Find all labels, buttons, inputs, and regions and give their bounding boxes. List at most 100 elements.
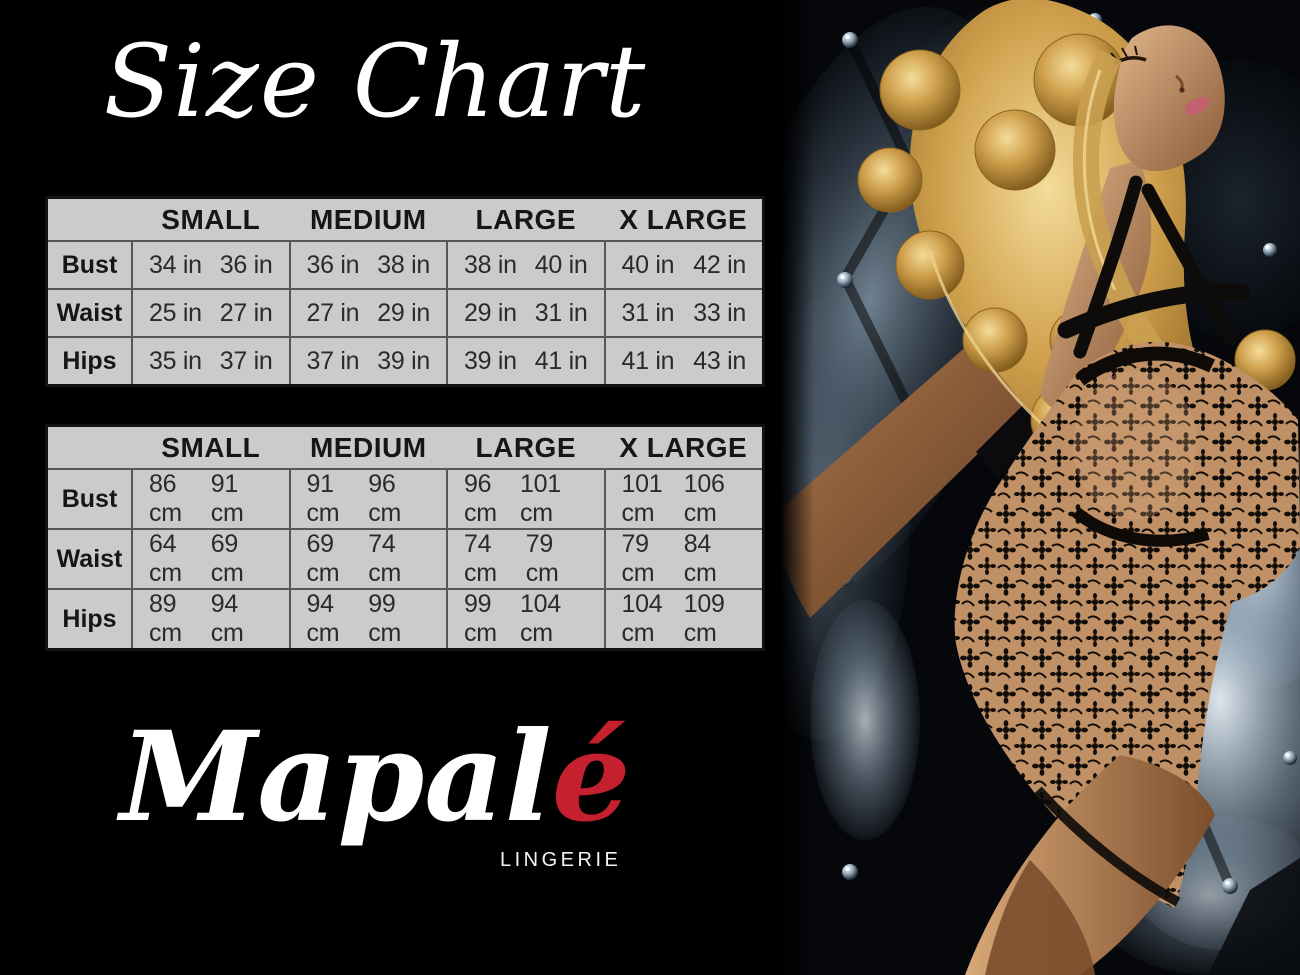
size-header-small: SMALL — [132, 427, 290, 470]
measurement-cell: 69 cm 74 cm — [288, 528, 447, 589]
measurement-value: 37 in — [219, 346, 273, 375]
measurement-value: 99 cm — [464, 590, 497, 647]
table-row: Waist 25 in 27 in 27 in 29 in 29 in 31 in 3… — [48, 288, 762, 337]
measurement-cell: 34 in 36 in — [131, 240, 290, 289]
measurement-value: 33 in — [693, 298, 746, 327]
model-leg-back — [985, 860, 1095, 975]
measurement-value: 104 cm — [621, 590, 663, 647]
measurement-value: 41 in — [621, 346, 675, 375]
measurement-value: 74 cm — [368, 530, 401, 587]
measurement-cell: 39 in 41 in — [446, 336, 605, 384]
model-face — [1110, 25, 1225, 172]
brand-logo-main: Mapal — [120, 705, 552, 850]
table-row: Bust 34 in 36 in 36 in 38 in 38 in 40 in 40… — [48, 240, 762, 289]
table-row: Hips 35 in 37 in 37 in 39 in 39 in 41 in 41… — [48, 336, 762, 384]
measurement-value: 40 in — [621, 250, 675, 279]
measurement-value: 37 in — [306, 346, 360, 375]
measurement-value: 91 cm — [210, 470, 244, 527]
measurement-value: 38 in — [377, 250, 430, 279]
measurement-value: 96 cm — [368, 470, 401, 527]
measurement-cell: 74 cm 79 cm — [446, 528, 605, 589]
measurement-cell: 104 cm 109 cm — [603, 588, 762, 648]
measurement-value: 79 cm — [525, 530, 559, 587]
model-photo-illustration — [780, 0, 1300, 975]
measurement-cell: 40 in 42 in — [603, 240, 762, 289]
measurement-value: 29 in — [377, 298, 430, 327]
measurement-cell: 101 cm 106 cm — [603, 468, 762, 529]
header-row: SMALL MEDIUM LARGE X LARGE — [48, 427, 762, 470]
measurement-value: 96 cm — [464, 470, 497, 527]
measurement-value: 39 in — [464, 346, 517, 375]
measurement-value: 79 cm — [621, 530, 655, 587]
measurement-cell: 79 cm 84 cm — [603, 528, 762, 589]
size-header-small: SMALL — [132, 199, 290, 242]
measurement-value: 91 cm — [306, 470, 340, 527]
size-header-xlarge: X LARGE — [604, 199, 762, 242]
size-table-inches: SMALL MEDIUM LARGE X LARGE Bust 34 in 36 … — [45, 196, 765, 387]
measurement-value: 29 in — [464, 298, 517, 327]
row-label: Bust — [48, 468, 132, 529]
size-header-large: LARGE — [447, 199, 605, 242]
measurement-value: 35 in — [149, 346, 202, 375]
measurement-value: 41 in — [534, 346, 588, 375]
measurement-value: 94 cm — [306, 590, 340, 647]
measurement-value: 109 cm — [683, 590, 725, 647]
measurement-cell: 89 cm 94 cm — [131, 588, 290, 648]
measurement-cell: 38 in 40 in — [446, 240, 605, 289]
measurement-cell: 41 in 43 in — [603, 336, 762, 384]
lace-bodysuit — [954, 341, 1300, 909]
measurement-value: 106 cm — [683, 470, 725, 527]
measurement-cell: 35 in 37 in — [131, 336, 290, 384]
measurement-value: 69 cm — [210, 530, 244, 587]
row-label: Bust — [48, 240, 132, 289]
brand-logo: Mapalé — [120, 700, 631, 855]
measurement-value: 101 cm — [621, 470, 663, 527]
measurement-cell: 86 cm 91 cm — [131, 468, 290, 529]
measurement-value: 40 in — [534, 250, 588, 279]
brand-logo-accent: é — [551, 705, 631, 850]
row-label: Waist — [48, 528, 132, 589]
measurement-cell: 64 cm 69 cm — [131, 528, 290, 589]
measurement-value: 42 in — [693, 250, 746, 279]
model-photo — [780, 0, 1300, 975]
size-header-medium: MEDIUM — [289, 199, 447, 242]
measurement-cell: 37 in 39 in — [288, 336, 447, 384]
measurement-value: 43 in — [693, 346, 746, 375]
size-header-xlarge: X LARGE — [604, 427, 762, 470]
measurement-cell: 94 cm 99 cm — [288, 588, 447, 648]
measurement-value: 101 cm — [520, 470, 561, 527]
size-header-large: LARGE — [447, 427, 605, 470]
measurement-value: 86 cm — [149, 470, 182, 527]
measurement-value: 27 in — [306, 298, 360, 327]
measurement-cell: 91 cm 96 cm — [288, 468, 447, 529]
corner-cell — [48, 199, 132, 242]
measurement-cell: 96 cm 101 cm — [446, 468, 605, 529]
page-title: Size Chart — [103, 23, 647, 140]
size-header-medium: MEDIUM — [289, 427, 447, 470]
measurement-value: 84 cm — [683, 530, 717, 587]
row-label: Hips — [48, 336, 132, 384]
table-row: Hips 89 cm 94 cm 94 cm 99 cm 99 cm 104 cm 1… — [48, 588, 762, 648]
corner-cell — [48, 427, 132, 470]
measurement-value: 89 cm — [149, 590, 182, 647]
measurement-value: 74 cm — [464, 530, 497, 587]
measurement-value: 94 cm — [210, 590, 244, 647]
measurement-value: 99 cm — [368, 590, 401, 647]
measurement-value: 34 in — [149, 250, 202, 279]
table-row: Waist 64 cm 69 cm 69 cm 74 cm 74 cm 79 cm 7… — [48, 528, 762, 589]
measurement-cell: 25 in 27 in — [131, 288, 290, 337]
size-table-centimeters: SMALL MEDIUM LARGE X LARGE Bust 86 cm 91 … — [45, 424, 765, 651]
measurement-value: 25 in — [149, 298, 202, 327]
table-row: Bust 86 cm 91 cm 91 cm 96 cm 96 cm 101 cm 1… — [48, 468, 762, 529]
halter-straps — [1057, 175, 1251, 359]
measurement-value: 31 in — [534, 298, 588, 327]
measurement-cell: 99 cm 104 cm — [446, 588, 605, 648]
measurement-value: 36 in — [219, 250, 273, 279]
measurement-value: 36 in — [306, 250, 360, 279]
measurement-cell: 29 in 31 in — [446, 288, 605, 337]
measurement-value: 69 cm — [306, 530, 340, 587]
row-label: Hips — [48, 588, 132, 648]
measurement-value: 38 in — [464, 250, 517, 279]
model-figure — [780, 0, 1300, 975]
